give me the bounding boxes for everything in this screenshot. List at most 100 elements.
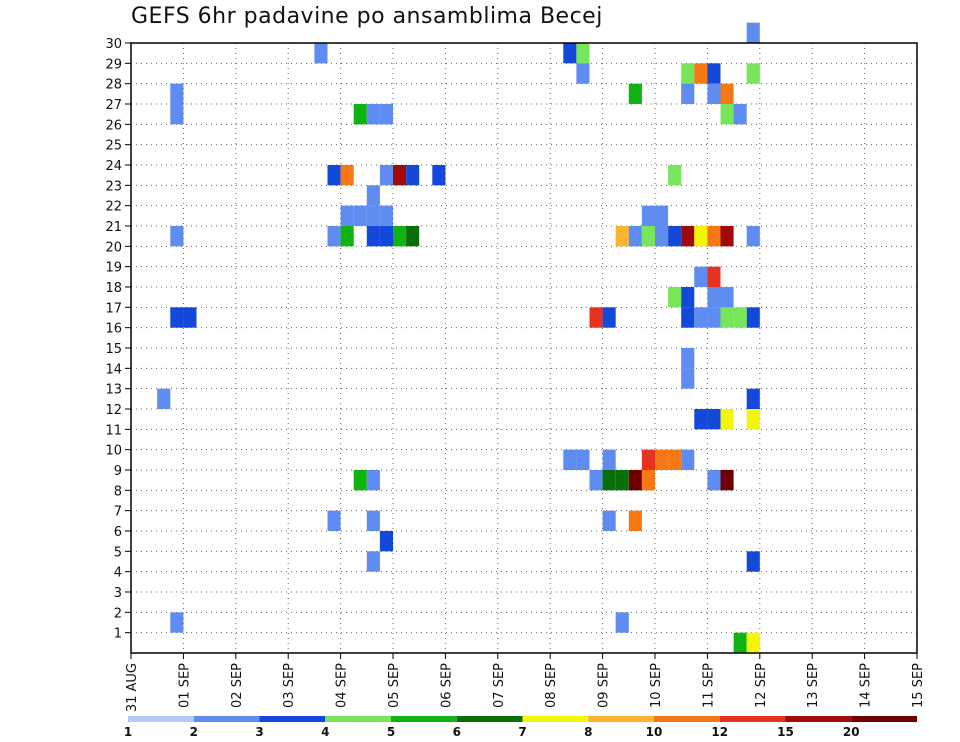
colorbar-segment (654, 716, 720, 722)
y-tick-label: 22 (105, 200, 122, 215)
heat-cell (170, 307, 184, 328)
heat-cell (393, 165, 407, 186)
x-tick-label: 11 SEP (701, 663, 716, 708)
heat-cell (615, 612, 629, 633)
colorbar-segment (128, 716, 194, 722)
heat-cell (720, 307, 734, 328)
colorbar-segment (719, 716, 786, 722)
colorbar-label: 12 (711, 725, 728, 739)
y-tick-label: 16 (105, 322, 122, 337)
heat-cell (366, 551, 380, 572)
x-tick-label: 31 AUG (125, 663, 140, 712)
heat-cell (707, 287, 721, 308)
heat-cell (720, 226, 734, 247)
heat-cell (602, 470, 616, 491)
y-tick-label: 29 (105, 57, 122, 72)
heat-cell (183, 307, 197, 328)
y-tick-label: 27 (105, 98, 122, 113)
heat-cell (681, 63, 695, 84)
heat-cell (379, 531, 393, 552)
heat-cell (340, 226, 354, 247)
heat-cell (602, 510, 616, 531)
heat-cell (379, 165, 393, 186)
heat-cell (720, 287, 734, 308)
x-tick-label: 04 SEP (335, 663, 350, 708)
heat-cell (366, 510, 380, 531)
heat-cell (628, 226, 642, 247)
x-tick-label: 03 SEP (282, 663, 297, 708)
heat-cell (655, 205, 669, 226)
chart-title: GEFS 6hr padavine po ansamblima Becej (131, 4, 603, 29)
y-tick-label: 24 (105, 159, 122, 174)
heat-cell (746, 632, 760, 653)
heat-cell (707, 266, 721, 287)
heat-cell (641, 449, 655, 470)
colorbar-segment (522, 716, 589, 722)
y-tick-label: 20 (105, 240, 122, 255)
heat-cell (681, 368, 695, 389)
heat-cell (681, 226, 695, 247)
heat-cell (746, 226, 760, 247)
x-tick-label: 01 SEP (177, 663, 192, 708)
colorbar-label: 6 (453, 725, 461, 739)
heat-cell (694, 409, 708, 430)
heat-cell (366, 205, 380, 226)
heat-cell (327, 510, 341, 531)
heat-cell (563, 43, 577, 64)
x-tick-label: 06 SEP (439, 663, 454, 708)
heat-cell (694, 63, 708, 84)
heat-cell (746, 388, 760, 409)
heat-cell (668, 165, 682, 186)
y-tick-label: 18 (105, 281, 122, 296)
y-tick-label: 26 (105, 118, 122, 133)
heat-cell (170, 83, 184, 104)
heat-cell (641, 226, 655, 247)
colorbar-label: 4 (321, 725, 329, 739)
colorbar-label: 7 (518, 725, 526, 739)
heat-cell (681, 307, 695, 328)
heat-cell (170, 612, 184, 633)
plot-frame (130, 42, 918, 654)
y-tick-label: 12 (105, 403, 122, 418)
heat-cell (681, 83, 695, 104)
heat-cell (720, 470, 734, 491)
heat-cell (340, 165, 354, 186)
heat-cell (746, 22, 760, 43)
colorbar-label: 8 (584, 725, 592, 739)
heat-cell (733, 104, 747, 125)
heat-cell (641, 470, 655, 491)
heat-cell (432, 165, 446, 186)
heat-cell (707, 470, 721, 491)
heat-cell (314, 43, 328, 64)
heat-cell (707, 409, 721, 430)
heat-cell (327, 165, 341, 186)
heat-cell (746, 409, 760, 430)
heat-cell (366, 185, 380, 206)
y-tick-label: 3 (114, 586, 122, 601)
heat-cell (733, 307, 747, 328)
heat-cell (327, 226, 341, 247)
colorbar-segment (456, 716, 523, 722)
heat-cell (353, 104, 367, 125)
heat-cell (668, 226, 682, 247)
heat-cell (393, 226, 407, 247)
x-tick-label: 08 SEP (544, 663, 559, 708)
y-tick-label: 28 (105, 78, 122, 93)
heat-cell (406, 165, 420, 186)
heat-cell (602, 307, 616, 328)
heat-cell (733, 632, 747, 653)
heat-cell (641, 205, 655, 226)
heat-cell (628, 470, 642, 491)
y-tick-label: 19 (105, 261, 122, 276)
heat-cell (353, 470, 367, 491)
y-tick-label: 10 (105, 444, 122, 459)
heat-cell (615, 470, 629, 491)
colorbar-segment (588, 716, 654, 722)
y-tick-label: 14 (105, 362, 122, 377)
heat-cell (340, 205, 354, 226)
heat-cell (720, 409, 734, 430)
colorbar-segment (259, 716, 326, 722)
y-tick-label: 8 (114, 484, 122, 499)
colorbar-segment (193, 716, 260, 722)
